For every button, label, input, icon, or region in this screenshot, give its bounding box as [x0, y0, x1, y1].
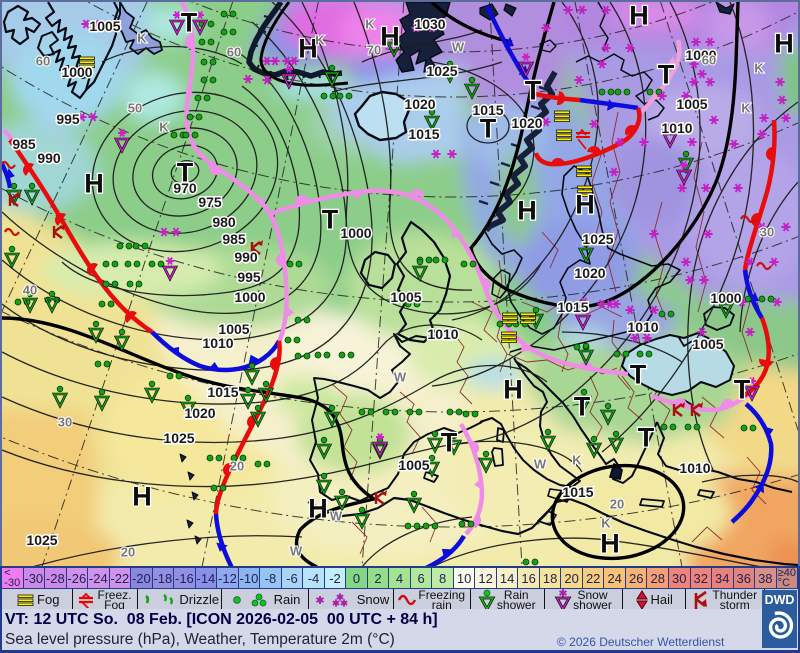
svg-text:1015: 1015	[557, 299, 588, 315]
svg-text:1010: 1010	[661, 120, 692, 136]
svg-text:K: K	[365, 17, 375, 32]
svg-text:T: T	[734, 375, 751, 405]
svg-text:1015: 1015	[562, 484, 593, 500]
svg-text:1005: 1005	[398, 457, 429, 473]
svg-text:1025: 1025	[163, 430, 194, 446]
svg-text:1015: 1015	[472, 102, 503, 118]
svg-text:1010: 1010	[627, 319, 658, 335]
svg-text:1020: 1020	[404, 96, 435, 112]
svg-text:H: H	[600, 529, 620, 559]
svg-text:T: T	[574, 392, 591, 422]
svg-text:1000: 1000	[61, 64, 92, 80]
svg-text:1000: 1000	[710, 290, 741, 306]
svg-text:980: 980	[212, 214, 236, 230]
svg-text:T: T	[181, 8, 198, 38]
svg-text:H: H	[517, 196, 537, 226]
svg-text:W: W	[394, 370, 407, 385]
svg-text:T: T	[638, 423, 655, 453]
svg-text:990: 990	[37, 150, 61, 166]
svg-text:K: K	[601, 516, 611, 531]
svg-text:1025: 1025	[582, 231, 613, 247]
svg-text:H: H	[308, 494, 328, 524]
svg-text:T: T	[630, 360, 647, 390]
svg-text:1005: 1005	[89, 18, 120, 34]
svg-text:60: 60	[227, 45, 241, 60]
svg-text:T: T	[480, 114, 497, 144]
svg-text:40: 40	[23, 283, 37, 298]
svg-text:W: W	[330, 509, 343, 524]
svg-text:T: T	[658, 60, 675, 90]
svg-text:T: T	[441, 428, 458, 458]
svg-text:1015: 1015	[408, 126, 439, 142]
svg-text:50: 50	[128, 101, 142, 116]
svg-text:1005: 1005	[218, 321, 249, 337]
svg-text:985: 985	[12, 136, 36, 152]
svg-text:T: T	[322, 205, 339, 235]
svg-text:1020: 1020	[184, 405, 215, 421]
svg-text:1030: 1030	[414, 16, 445, 32]
svg-text:K: K	[572, 453, 582, 468]
svg-text:1010: 1010	[679, 460, 710, 476]
svg-text:H: H	[298, 34, 318, 64]
svg-text:K: K	[315, 33, 325, 48]
svg-text:990: 990	[234, 249, 258, 265]
svg-text:30: 30	[760, 225, 774, 240]
svg-text:995: 995	[56, 111, 80, 127]
svg-text:20: 20	[610, 497, 624, 512]
svg-text:H: H	[132, 482, 152, 512]
svg-text:H: H	[629, 2, 649, 31]
svg-text:20: 20	[230, 459, 244, 474]
svg-text:1025: 1025	[26, 532, 57, 548]
svg-text:985: 985	[222, 231, 246, 247]
svg-text:1010: 1010	[427, 326, 458, 342]
svg-text:T: T	[177, 158, 194, 188]
svg-text:W: W	[452, 40, 465, 55]
svg-text:1020: 1020	[511, 115, 542, 131]
svg-text:1015: 1015	[207, 384, 238, 400]
svg-text:W: W	[534, 457, 547, 472]
svg-text:K: K	[137, 31, 147, 46]
svg-text:1005: 1005	[676, 96, 707, 112]
svg-text:30: 30	[58, 415, 72, 430]
svg-text:H: H	[575, 190, 595, 220]
svg-text:1000: 1000	[234, 289, 265, 305]
svg-text:60: 60	[36, 54, 50, 69]
svg-text:60: 60	[702, 53, 716, 68]
svg-text:995: 995	[237, 269, 261, 285]
svg-text:1020: 1020	[574, 265, 605, 281]
svg-text:T: T	[525, 76, 542, 106]
svg-text:1010: 1010	[202, 335, 233, 351]
svg-text:H: H	[84, 169, 104, 199]
svg-text:H: H	[380, 22, 400, 52]
svg-text:K: K	[741, 101, 751, 116]
svg-text:W: W	[290, 544, 303, 559]
svg-text:1005: 1005	[692, 336, 723, 352]
svg-text:20: 20	[121, 545, 135, 560]
svg-text:70: 70	[367, 43, 381, 58]
svg-text:H: H	[774, 29, 794, 59]
svg-text:1025: 1025	[426, 63, 457, 79]
svg-text:K: K	[159, 120, 169, 135]
svg-text:1000: 1000	[685, 47, 716, 63]
svg-text:DWD: DWD	[765, 593, 795, 607]
svg-text:970: 970	[173, 180, 197, 196]
svg-text:1005: 1005	[390, 289, 421, 305]
svg-text:K: K	[754, 61, 764, 76]
svg-text:H: H	[503, 375, 523, 405]
svg-text:975: 975	[198, 194, 222, 210]
svg-text:1000: 1000	[340, 225, 371, 241]
